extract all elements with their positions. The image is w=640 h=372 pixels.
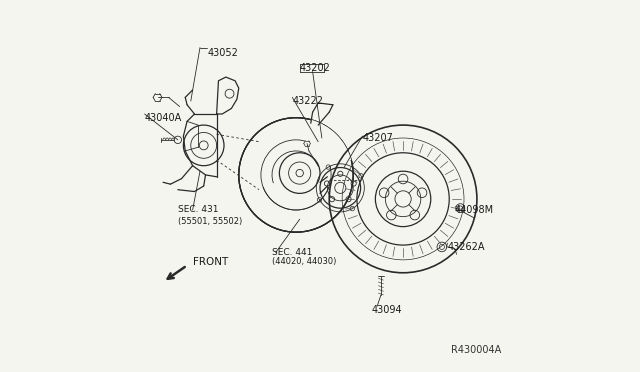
Text: SEC. 441: SEC. 441 — [272, 248, 312, 257]
Circle shape — [239, 118, 353, 232]
Text: 43262A: 43262A — [447, 242, 485, 252]
Wedge shape — [296, 120, 351, 175]
Text: (44020, 44030): (44020, 44030) — [272, 257, 337, 266]
Text: 44098M: 44098M — [455, 205, 494, 215]
Text: 43094: 43094 — [372, 305, 403, 315]
Text: 43202: 43202 — [300, 63, 331, 73]
Text: 43222: 43222 — [292, 96, 323, 106]
Text: 43052: 43052 — [207, 48, 238, 58]
Text: (55501, 55502): (55501, 55502) — [178, 217, 242, 225]
Text: 43040A: 43040A — [145, 113, 182, 123]
Text: SEC. 431: SEC. 431 — [178, 205, 218, 215]
Text: R430004A: R430004A — [451, 345, 501, 355]
Text: FRONT: FRONT — [193, 257, 228, 267]
Text: 43207: 43207 — [362, 133, 394, 143]
